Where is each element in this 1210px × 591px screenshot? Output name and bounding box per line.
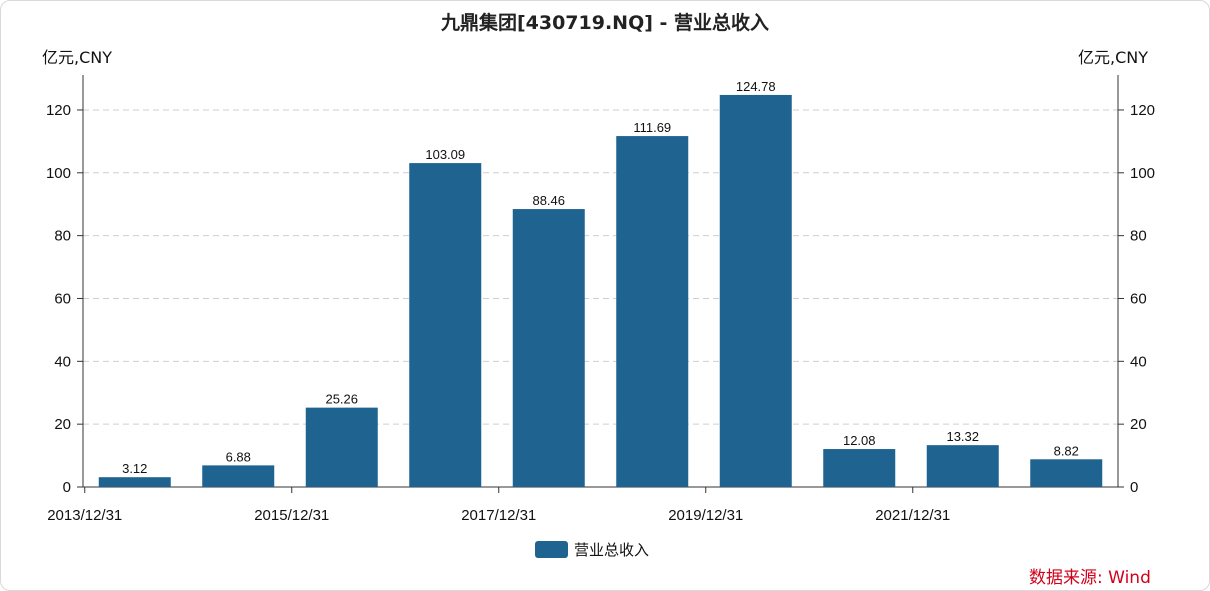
axes xyxy=(82,75,1119,488)
y-tick-label-right: 60 xyxy=(1130,290,1147,307)
y-axis-ticks: 0 0 20 20 40 40 60 60 80 80 100 100 120 120 xyxy=(46,102,1155,496)
y-tick-label-right: 100 xyxy=(1130,165,1155,182)
bar xyxy=(616,136,689,488)
y-tick-label-left: 60 xyxy=(54,290,71,307)
y-tick-label-left: 120 xyxy=(46,102,71,119)
x-tick-label: 2019/12/31 xyxy=(668,507,743,524)
y-tick-label-right: 40 xyxy=(1130,353,1147,370)
bar xyxy=(926,445,999,487)
bar-value-label: 88.46 xyxy=(532,193,565,208)
bar-value-label: 111.69 xyxy=(633,120,671,135)
x-tick-label: 2015/12/31 xyxy=(254,507,329,524)
y-tick-label-left: 80 xyxy=(54,228,71,245)
legend[interactable]: 营业总收入 xyxy=(535,539,649,560)
x-axis-ticks: 2013/12/31 2015/12/31 2017/12/31 2019/12/31… xyxy=(47,487,950,524)
bar-value-label: 8.82 xyxy=(1054,443,1079,458)
value-labels: 3.12 6.88 25.26 103.09 88.46 111.69 124.78 12.0… xyxy=(122,79,1079,476)
bar-value-label: 6.88 xyxy=(226,449,251,464)
left-axis-unit: 亿元,CNY xyxy=(42,48,113,67)
bar-value-label: 103.09 xyxy=(425,147,465,162)
bars xyxy=(98,94,1103,488)
bar xyxy=(305,407,378,487)
y-tick-label-right: 80 xyxy=(1130,228,1147,245)
legend-label: 营业总收入 xyxy=(574,541,650,559)
bar xyxy=(512,209,585,487)
chart-title: 九鼎集团[430719.NQ] - 营业总收入 xyxy=(440,12,770,34)
bar-value-label: 25.26 xyxy=(325,392,358,407)
y-tick-label-right: 0 xyxy=(1130,479,1138,496)
y-tick-label-left: 0 xyxy=(63,479,71,496)
bar xyxy=(719,94,792,488)
bar xyxy=(202,465,275,487)
data-source: 数据来源: Wind xyxy=(1029,568,1151,588)
bar-value-label: 13.32 xyxy=(946,429,979,444)
y-tick-label-right: 20 xyxy=(1130,416,1147,433)
y-tick-label-left: 100 xyxy=(46,165,71,182)
bar xyxy=(1030,459,1103,487)
y-tick-label-left: 40 xyxy=(54,353,71,370)
gridlines xyxy=(83,109,1118,425)
bar xyxy=(823,449,896,487)
y-tick-label-right: 120 xyxy=(1130,102,1155,119)
x-tick-label: 2021/12/31 xyxy=(875,507,950,524)
bar xyxy=(98,477,171,487)
bar xyxy=(409,163,482,487)
legend-swatch xyxy=(535,541,568,558)
y-tick-label-left: 20 xyxy=(54,416,71,433)
bar-value-label: 12.08 xyxy=(843,433,876,448)
x-tick-label: 2017/12/31 xyxy=(461,507,536,524)
bar-value-label: 124.78 xyxy=(736,79,776,94)
x-tick-label: 2013/12/31 xyxy=(47,507,122,524)
right-axis-unit: 亿元,CNY xyxy=(1078,48,1149,67)
bar-value-label: 3.12 xyxy=(122,461,147,476)
